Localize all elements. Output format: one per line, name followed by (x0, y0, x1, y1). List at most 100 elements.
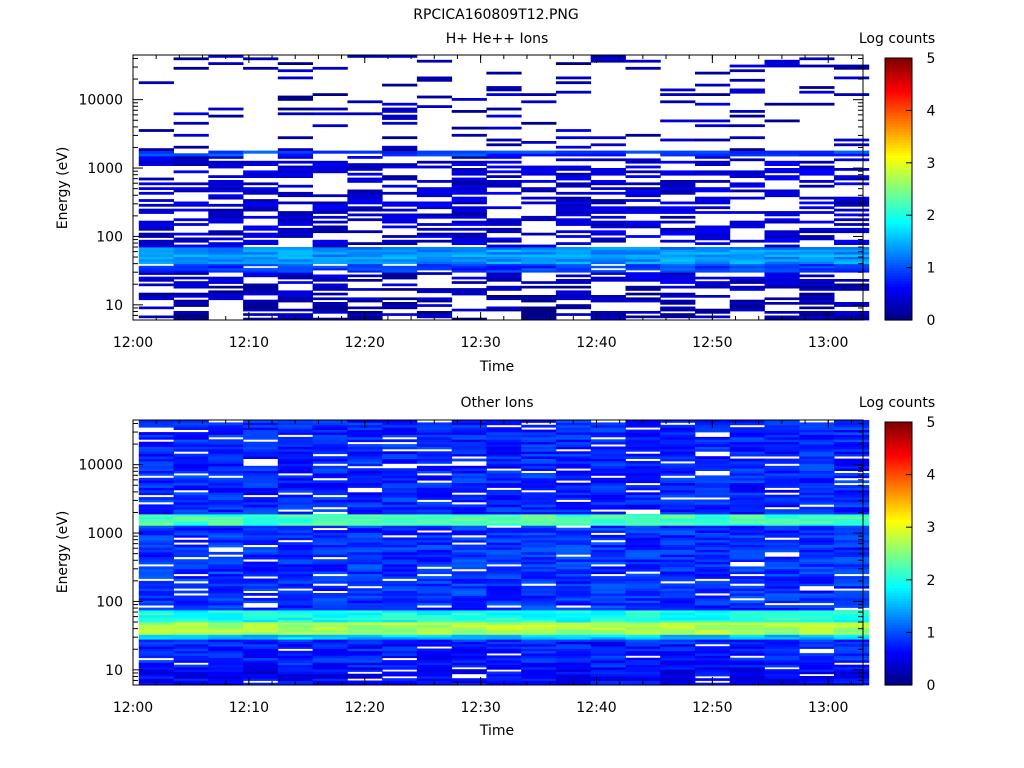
spectrogram-cell (277, 194, 313, 198)
spectrogram-cell (764, 573, 800, 577)
spectrogram-cell (834, 453, 870, 457)
spectrogram-cell (277, 629, 313, 633)
spectrogram-cell (382, 506, 418, 510)
spectrogram-cell (764, 220, 800, 224)
colorbar-step (885, 629, 912, 633)
spectrogram-cell (277, 76, 313, 80)
spectrogram-cell (764, 168, 800, 171)
spectrogram-cell (695, 559, 731, 562)
spectrogram-cell (799, 600, 835, 604)
spectrogram-cell (555, 211, 592, 214)
spectrogram-cell (416, 631, 453, 635)
spectrogram-cell (416, 475, 453, 479)
colorbar-step (885, 666, 912, 670)
spectrogram-cell (277, 639, 313, 642)
colorbar-tick-label: 5 (927, 415, 936, 431)
colorbar-tick-label: 4 (927, 103, 936, 119)
spectrogram-cell (173, 527, 209, 531)
spectrogram-cell (173, 285, 209, 289)
spectrogram-cell (416, 261, 453, 265)
spectrogram-cell (625, 537, 661, 541)
spectrogram-cell (799, 664, 835, 668)
colorbar-step (885, 285, 912, 290)
spectrogram-cell (625, 504, 661, 508)
spectrogram-cell (764, 564, 800, 567)
spectrogram-cell (799, 432, 835, 435)
spectrogram-cell (451, 547, 487, 550)
spectrogram-cell (347, 627, 383, 630)
spectrogram-cell (208, 662, 244, 666)
spectrogram-cell (799, 564, 835, 567)
spectrogram-cell (243, 242, 279, 245)
spectrogram-cell (486, 170, 522, 174)
spectrogram-cell (764, 239, 800, 243)
spectrogram-cell (173, 576, 209, 579)
colorbar-step (885, 131, 912, 135)
spectrogram-cell (208, 468, 244, 471)
spectrogram-cell (451, 292, 487, 296)
spectrogram-cell (243, 261, 279, 265)
spectrogram-cell (625, 585, 661, 589)
spectrogram-cell (347, 265, 383, 269)
spectrogram-cell (347, 270, 383, 273)
spectrogram-cell (625, 249, 661, 253)
spectrogram-cell (660, 514, 696, 517)
spectrogram-cell (695, 639, 731, 642)
spectrogram-cell (660, 612, 696, 616)
spectrogram-cell (590, 480, 626, 484)
spectrogram-cell (729, 249, 765, 253)
spectrogram-cell (729, 537, 765, 541)
spectrogram-cell (382, 270, 418, 273)
spectrogram-cell (660, 150, 696, 154)
spectrogram-cell (590, 448, 626, 452)
spectrogram-cell (312, 653, 348, 656)
spectrogram-cell (382, 600, 418, 604)
spectrogram-cell (660, 492, 696, 496)
spectrogram-cell (660, 544, 696, 548)
spectrogram-cell (625, 499, 661, 503)
spectrogram-cell (138, 458, 174, 462)
spectrogram-cell (834, 539, 870, 543)
x-tick-label: 12:40 (576, 335, 616, 351)
spectrogram-cell (834, 311, 870, 314)
spectrogram-cell (590, 225, 626, 229)
spectrogram-cell (695, 494, 731, 498)
spectrogram-cell (416, 518, 453, 522)
spectrogram-cell (555, 281, 592, 284)
spectrogram-cell (277, 267, 313, 271)
spectrogram-cell (834, 617, 870, 620)
spectrogram-cell (312, 256, 348, 260)
spectrogram-cell (208, 571, 244, 575)
spectrogram-cell (521, 597, 557, 601)
spectrogram-cell (451, 664, 487, 668)
spectrogram-cell (138, 480, 174, 484)
spectrogram-cell (173, 655, 209, 659)
spectrogram-cell (764, 424, 800, 428)
spectrogram-cell (834, 622, 870, 625)
spectrogram-cell (521, 473, 557, 476)
spectrogram-cell (799, 206, 835, 210)
spectrogram-cell (208, 263, 244, 267)
spectrogram-cell (277, 530, 313, 533)
spectrogram-cell (347, 504, 383, 508)
spectrogram-cell (590, 55, 626, 58)
spectrogram-cell (277, 136, 313, 140)
spectrogram-cell (173, 313, 209, 316)
spectrogram-cell (799, 267, 835, 271)
spectrogram-cell (312, 276, 348, 280)
spectrogram-cell (555, 446, 592, 450)
spectrogram-cell (521, 580, 557, 584)
spectrogram-cell (382, 177, 418, 181)
spectrogram-cell (312, 230, 348, 234)
spectrogram-cell (312, 160, 348, 164)
spectrogram-cell (416, 509, 453, 512)
spectrogram-cell (138, 518, 174, 522)
spectrogram-cell (138, 534, 174, 538)
spectrogram-cell (243, 434, 279, 438)
spectrogram-cell (834, 509, 870, 512)
spectrogram-cell (138, 516, 174, 519)
x-tick-label: 12:20 (345, 700, 385, 716)
spectrogram-cell (555, 571, 592, 575)
spectrogram-cell (173, 631, 209, 635)
spectrogram-cell (312, 485, 348, 488)
